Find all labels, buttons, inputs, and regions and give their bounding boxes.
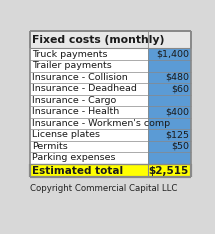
- Text: Insurance - Cargo: Insurance - Cargo: [32, 96, 116, 105]
- Bar: [148, 48, 190, 60]
- Bar: [148, 72, 190, 83]
- Bar: [148, 106, 190, 118]
- Bar: [148, 152, 190, 164]
- Bar: [30, 95, 148, 106]
- Bar: [30, 129, 148, 141]
- Bar: [148, 60, 190, 72]
- Text: Copyright Commercial Capital LLC: Copyright Commercial Capital LLC: [30, 184, 177, 193]
- Bar: [30, 106, 148, 118]
- Text: $50: $50: [171, 142, 189, 151]
- Text: Trailer payments: Trailer payments: [32, 61, 112, 70]
- Text: License plates: License plates: [32, 130, 100, 139]
- Text: Insurance - Collision: Insurance - Collision: [32, 73, 128, 82]
- Bar: [148, 141, 190, 152]
- Text: Insurance - Health: Insurance - Health: [32, 107, 119, 116]
- Bar: [148, 31, 190, 48]
- Bar: [30, 48, 148, 60]
- Bar: [30, 152, 148, 164]
- Text: $400: $400: [165, 107, 189, 116]
- Bar: [148, 83, 190, 95]
- Bar: [148, 164, 190, 177]
- Bar: [30, 118, 148, 129]
- Text: Truck payments: Truck payments: [32, 50, 107, 59]
- Bar: [148, 129, 190, 141]
- Text: $1,400: $1,400: [156, 50, 189, 59]
- Text: $2,515: $2,515: [149, 165, 189, 176]
- Bar: [30, 72, 148, 83]
- Text: Fixed costs (monthly): Fixed costs (monthly): [32, 35, 164, 45]
- Text: $480: $480: [165, 73, 189, 82]
- Bar: [30, 164, 148, 177]
- Text: Insurance - Workmen's comp: Insurance - Workmen's comp: [32, 119, 170, 128]
- Bar: [30, 60, 148, 72]
- Text: $125: $125: [165, 130, 189, 139]
- Bar: [30, 83, 148, 95]
- Text: Estimated total: Estimated total: [32, 165, 123, 176]
- Bar: [148, 95, 190, 106]
- Text: Parking expenses: Parking expenses: [32, 154, 115, 162]
- Bar: [30, 31, 148, 48]
- Text: Insurance - Deadhead: Insurance - Deadhead: [32, 84, 137, 93]
- Text: $60: $60: [171, 84, 189, 93]
- Bar: [30, 141, 148, 152]
- Bar: [148, 118, 190, 129]
- Text: Permits: Permits: [32, 142, 68, 151]
